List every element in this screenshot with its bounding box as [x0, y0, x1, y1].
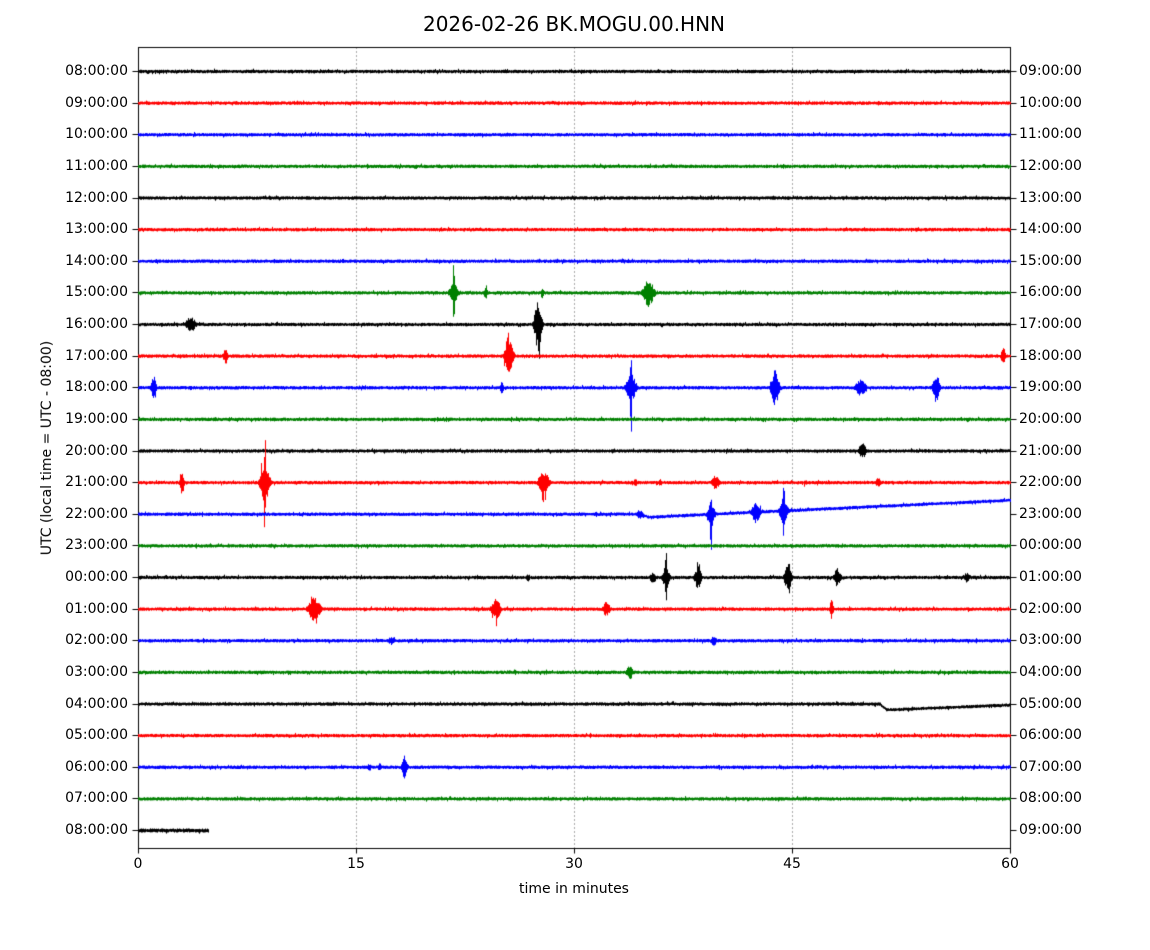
- row-end-time: 19:00:00: [1019, 379, 1082, 396]
- row-end-time: 23:00:00: [1019, 505, 1082, 522]
- row-start-time: 00:00:00: [65, 569, 128, 585]
- row-start-time: 13:00:00: [65, 221, 128, 238]
- row-end-time: 05:00:00: [1019, 695, 1082, 712]
- row-start-time: 07:00:00: [65, 790, 128, 807]
- row-end-time: 04:00:00: [1019, 663, 1082, 680]
- x-tick-label: 0: [133, 856, 143, 872]
- row-end-time: 03:00:00: [1019, 632, 1082, 649]
- row-start-time: 15:00:00: [65, 284, 128, 301]
- row-start-time: 05:00:00: [65, 727, 128, 744]
- row-start-time: 22:00:00: [65, 505, 128, 522]
- row-end-time: 17:00:00: [1019, 316, 1082, 332]
- row-start-time: 17:00:00: [65, 347, 128, 364]
- row-end-time: 21:00:00: [1019, 442, 1082, 459]
- x-tick-label: 60: [1001, 856, 1019, 872]
- row-start-time: 03:00:00: [65, 663, 128, 680]
- row-start-time: 11:00:00: [65, 157, 128, 174]
- row-end-time: 13:00:00: [1019, 189, 1082, 206]
- row-end-time: 01:00:00: [1019, 569, 1082, 585]
- row-start-time: 08:00:00: [65, 63, 128, 79]
- row-start-time: 18:00:00: [65, 379, 128, 396]
- row-start-time: 12:00:00: [65, 189, 128, 206]
- row-start-time: 08:00:00: [65, 822, 128, 838]
- figure-title: 2026-02-26 BK.MOGU.00.HNN: [422, 12, 726, 36]
- row-end-time: 00:00:00: [1019, 537, 1082, 554]
- row-start-time: 01:00:00: [65, 600, 128, 617]
- row-start-time: 09:00:00: [65, 94, 128, 111]
- row-start-time: 21:00:00: [65, 474, 128, 491]
- row-end-time: 10:00:00: [1019, 94, 1082, 111]
- row-end-time: 20:00:00: [1019, 410, 1082, 427]
- row-start-time: 06:00:00: [65, 758, 128, 775]
- row-end-time: 16:00:00: [1019, 284, 1082, 301]
- row-start-time: 10:00:00: [65, 126, 128, 143]
- row-start-time: 04:00:00: [65, 695, 128, 712]
- row-end-time: 09:00:00: [1019, 63, 1082, 79]
- row-end-time: 15:00:00: [1019, 252, 1082, 269]
- x-tick-label: 15: [347, 856, 365, 872]
- row-start-time: 02:00:00: [65, 632, 128, 649]
- row-end-time: 07:00:00: [1019, 758, 1082, 775]
- row-end-time: 12:00:00: [1019, 157, 1082, 174]
- row-start-time: 19:00:00: [65, 410, 128, 427]
- row-end-time: 08:00:00: [1019, 790, 1082, 807]
- row-end-time: 22:00:00: [1019, 474, 1082, 491]
- row-start-time: 20:00:00: [65, 442, 128, 459]
- x-tick-label: 45: [783, 856, 801, 872]
- x-tick-label: 30: [565, 856, 583, 872]
- x-axis-label: time in minutes: [519, 881, 629, 897]
- row-end-time: 06:00:00: [1019, 727, 1082, 744]
- row-start-time: 23:00:00: [65, 537, 128, 554]
- row-end-time: 14:00:00: [1019, 221, 1082, 238]
- row-start-time: 14:00:00: [65, 252, 128, 269]
- row-end-time: 02:00:00: [1019, 600, 1082, 617]
- row-start-time: 16:00:00: [65, 316, 128, 332]
- row-end-time: 11:00:00: [1019, 126, 1082, 143]
- row-end-time: 09:00:00: [1019, 822, 1082, 838]
- row-end-time: 18:00:00: [1019, 347, 1082, 364]
